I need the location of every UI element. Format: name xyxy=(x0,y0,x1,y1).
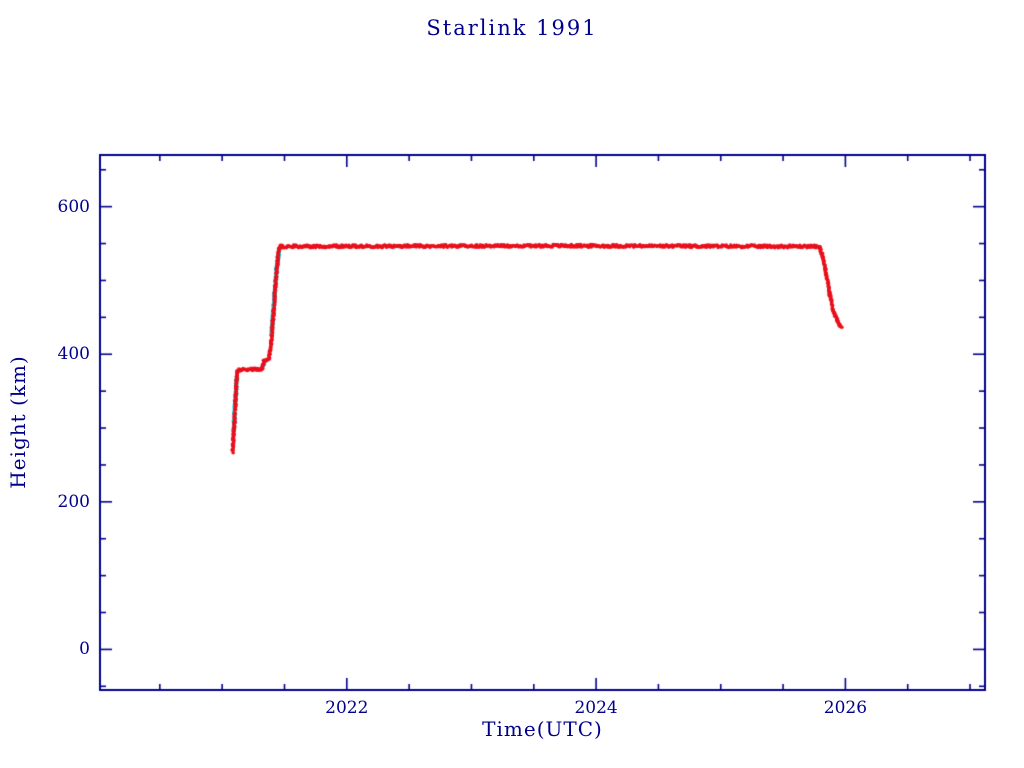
x-tick-label: 2022 xyxy=(325,698,369,718)
y-axis-label: Height (km) xyxy=(6,355,30,489)
x-tick-label: 2026 xyxy=(823,698,868,718)
y-tick-label: 200 xyxy=(57,491,90,512)
y-tick-label: 0 xyxy=(79,639,90,660)
chart-title: Starlink 1991 xyxy=(426,16,598,40)
x-axis-label: Time(UTC) xyxy=(482,717,603,741)
y-tick-label: 400 xyxy=(57,344,90,365)
x-tick-label: 2024 xyxy=(574,698,618,718)
y-tick-label: 600 xyxy=(57,196,90,217)
